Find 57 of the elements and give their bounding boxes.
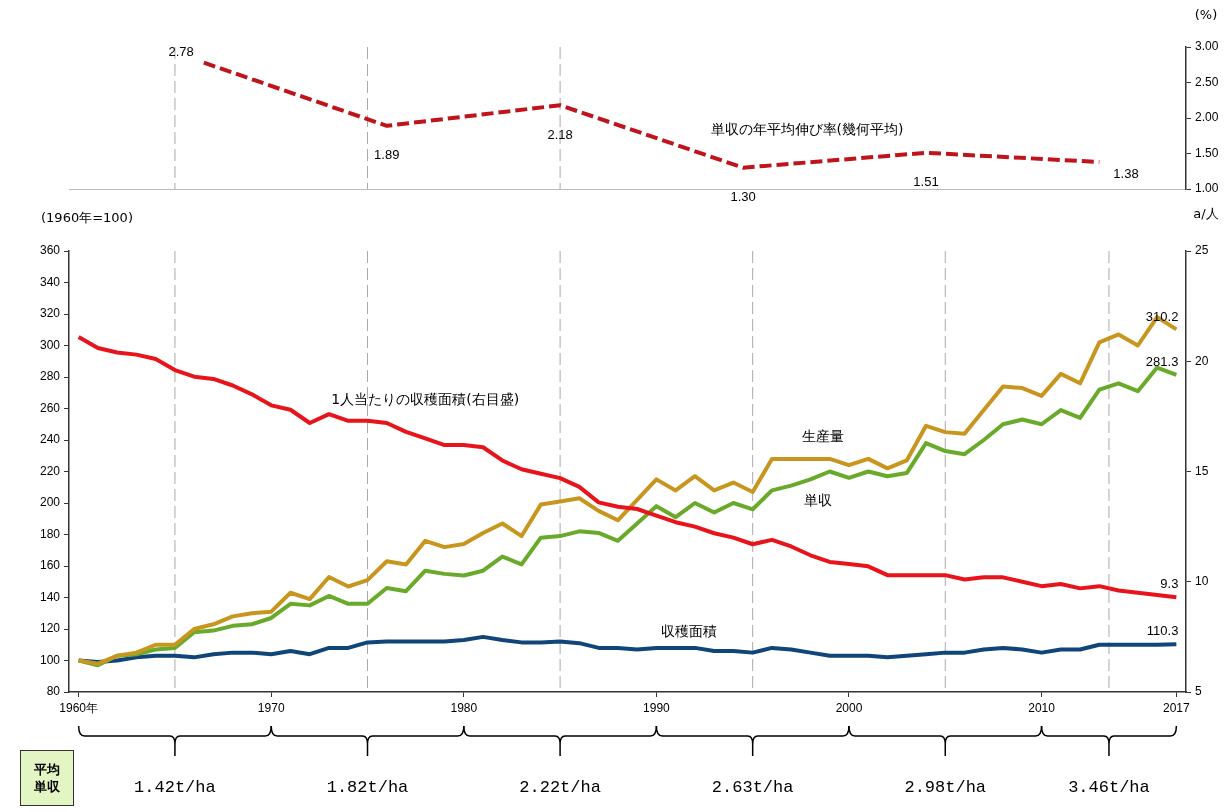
y2-tick-label: 10: [1195, 574, 1209, 589]
x-tick-label: 1980: [450, 700, 478, 715]
y-tick-label: 100: [39, 652, 61, 667]
x-tick-label: 1960年: [59, 700, 98, 715]
text: 1.82t/ha: [326, 778, 409, 797]
data-label: 1.89: [374, 147, 400, 163]
data-label: 281.3: [1145, 354, 1179, 370]
y-tick-label: 240: [39, 432, 61, 447]
text: 1.42t/ha: [134, 778, 216, 797]
y-tick-label: 2.00: [1195, 110, 1219, 125]
y-tick-label: 200: [39, 495, 61, 510]
y2-tick-label: 15: [1195, 463, 1209, 478]
y-tick-label: 320: [39, 306, 61, 321]
y-tick-label: 2.50: [1195, 74, 1219, 89]
x-tick-label: 1990: [643, 700, 671, 715]
y2-tick-label: 20: [1195, 353, 1209, 368]
y2-tick-label: 25: [1195, 243, 1209, 258]
text: 3.46t/ha: [1068, 778, 1150, 797]
y-tick-label: 300: [39, 337, 61, 352]
series-label: 生産量: [802, 427, 845, 444]
series-label: 収穫面積: [660, 622, 717, 639]
y-tick-label: 280: [39, 369, 61, 384]
data-label: 1.30: [730, 189, 756, 205]
series-label: 単収: [804, 492, 833, 509]
y-axis-title: (%): [1194, 7, 1218, 23]
series-label: 単収の年平均伸び率(幾何平均): [710, 121, 904, 138]
series-label: 1人当たりの収穫面積(右目盛): [331, 391, 520, 408]
y-tick-label: 1.50: [1195, 145, 1219, 160]
y-tick-label: 260: [39, 400, 61, 415]
y-axis-title: (1960年=100): [41, 210, 133, 226]
data-label: 110.3: [1146, 623, 1179, 639]
x-tick-label: 2000: [835, 700, 863, 715]
y-tick-label: 340: [39, 274, 61, 289]
data-label: 2.18: [547, 126, 573, 142]
data-label: 1.51: [913, 174, 939, 190]
x-tick-label: 2017: [1163, 700, 1191, 715]
y-tick-label: 360: [39, 243, 61, 258]
data-label: 310.2: [1145, 308, 1179, 324]
text: 平均単収: [33, 761, 61, 795]
y-tick-label: 180: [39, 526, 61, 541]
y2-axis-title: a/人: [1193, 206, 1219, 222]
y-tick-label: 220: [39, 463, 61, 478]
y-tick-label: 80: [46, 684, 61, 699]
data-label: 9.3: [1160, 576, 1179, 592]
y2-tick-label: 5: [1195, 684, 1202, 699]
text: 2.98t/ha: [904, 778, 987, 797]
y-tick-label: 160: [39, 558, 61, 573]
y-tick-label: 1.00: [1195, 181, 1219, 196]
y-tick-label: 120: [39, 621, 61, 636]
text: 2.63t/ha: [711, 778, 794, 797]
data-label: 2.78: [168, 43, 194, 59]
y-tick-label: 140: [39, 589, 61, 604]
data-label: 1.38: [1113, 165, 1139, 181]
text: 2.22t/ha: [519, 778, 601, 797]
x-tick-label: 2010: [1028, 700, 1056, 715]
x-tick-label: 1970: [257, 700, 285, 715]
y-tick-label: 3.00: [1195, 39, 1219, 54]
